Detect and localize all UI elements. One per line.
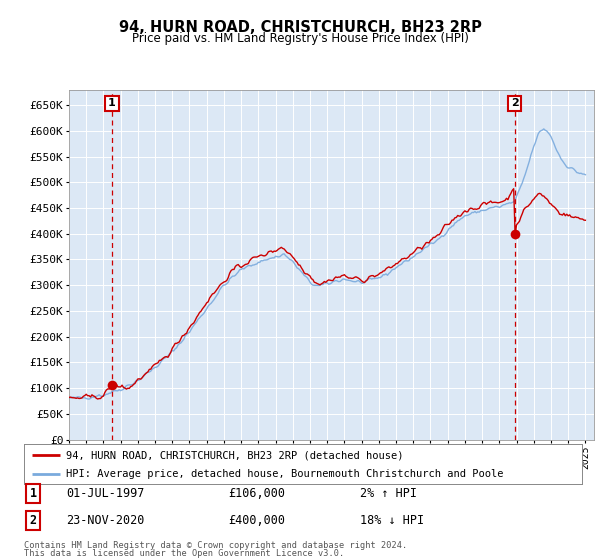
- Text: 1: 1: [108, 99, 116, 108]
- Text: 01-JUL-1997: 01-JUL-1997: [66, 487, 145, 500]
- Text: 1: 1: [29, 487, 37, 500]
- Text: 2: 2: [29, 514, 37, 527]
- Text: 2: 2: [511, 99, 518, 108]
- Text: 18% ↓ HPI: 18% ↓ HPI: [360, 514, 424, 527]
- Text: HPI: Average price, detached house, Bournemouth Christchurch and Poole: HPI: Average price, detached house, Bour…: [66, 469, 503, 479]
- Text: This data is licensed under the Open Government Licence v3.0.: This data is licensed under the Open Gov…: [24, 549, 344, 558]
- Text: 94, HURN ROAD, CHRISTCHURCH, BH23 2RP (detached house): 94, HURN ROAD, CHRISTCHURCH, BH23 2RP (d…: [66, 450, 403, 460]
- Text: £400,000: £400,000: [228, 514, 285, 527]
- Text: 94, HURN ROAD, CHRISTCHURCH, BH23 2RP: 94, HURN ROAD, CHRISTCHURCH, BH23 2RP: [119, 20, 481, 35]
- Text: 2% ↑ HPI: 2% ↑ HPI: [360, 487, 417, 500]
- Text: Contains HM Land Registry data © Crown copyright and database right 2024.: Contains HM Land Registry data © Crown c…: [24, 541, 407, 550]
- Text: Price paid vs. HM Land Registry's House Price Index (HPI): Price paid vs. HM Land Registry's House …: [131, 32, 469, 45]
- Text: 23-NOV-2020: 23-NOV-2020: [66, 514, 145, 527]
- Text: £106,000: £106,000: [228, 487, 285, 500]
